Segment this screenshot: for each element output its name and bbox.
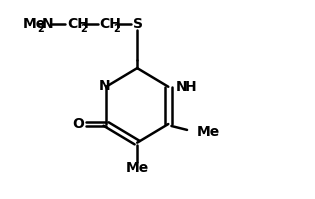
Text: CH: CH <box>67 17 89 31</box>
Text: 2: 2 <box>113 24 120 34</box>
Text: H: H <box>185 80 197 94</box>
Text: N: N <box>176 80 188 94</box>
Text: 2: 2 <box>37 24 44 34</box>
Text: CH: CH <box>100 17 122 31</box>
Text: N: N <box>41 17 53 31</box>
Text: N: N <box>99 79 110 93</box>
Text: Me: Me <box>196 125 220 139</box>
Text: Me: Me <box>23 17 47 31</box>
Text: 2: 2 <box>80 24 87 34</box>
Text: S: S <box>133 17 143 31</box>
Text: O: O <box>72 117 84 131</box>
Text: Me: Me <box>126 161 149 175</box>
